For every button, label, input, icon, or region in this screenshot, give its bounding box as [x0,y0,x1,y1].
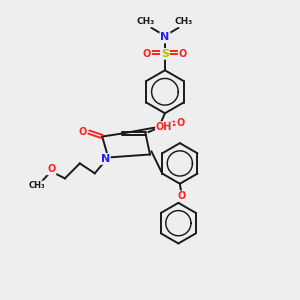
Text: O: O [78,127,86,137]
Text: O: O [177,191,185,201]
Text: O: O [179,49,187,59]
Text: CH₃: CH₃ [175,17,193,26]
Text: CH₃: CH₃ [28,181,45,190]
Text: N: N [100,154,110,164]
Text: O: O [143,49,151,59]
Text: S: S [161,49,169,59]
Text: N: N [160,32,170,42]
Text: CH₃: CH₃ [137,17,155,26]
Text: OH: OH [156,122,172,132]
Text: O: O [47,164,56,174]
Text: O: O [177,118,185,128]
